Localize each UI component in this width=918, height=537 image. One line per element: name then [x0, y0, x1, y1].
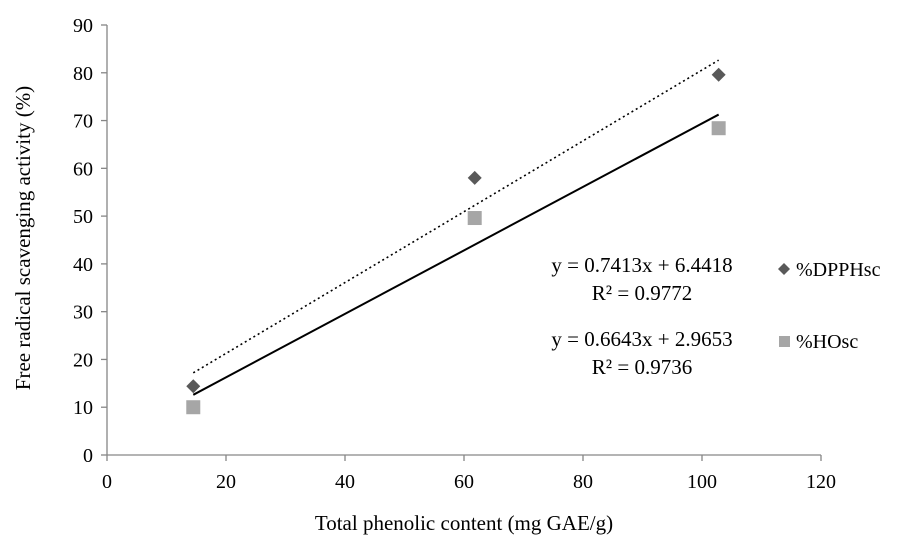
trendlines	[192, 59, 720, 396]
legend-label-hosc: %HOsc	[796, 331, 858, 353]
y-tick-label: 0	[83, 445, 93, 467]
x-axis-ticks: 0 20 40 60 80 100 120	[102, 455, 836, 493]
x-tick-label: 120	[806, 471, 836, 493]
dpph-point	[186, 379, 201, 394]
data-points	[186, 67, 726, 415]
hosc-trendline	[192, 113, 720, 396]
y-tick-label: 70	[73, 111, 93, 133]
hosc-equation: y = 0.6643x + 2.9653	[551, 327, 732, 351]
y-tick-label: 90	[73, 15, 93, 37]
y-tick-label: 60	[73, 158, 93, 180]
x-tick-label: 60	[454, 471, 474, 493]
dpph-point	[711, 67, 726, 82]
legend-marker-dpph	[778, 263, 790, 275]
dpph-trendline	[192, 59, 720, 374]
legend-marker-hosc	[779, 336, 790, 347]
y-tick-label: 50	[73, 206, 93, 228]
x-tick-label: 20	[216, 471, 236, 493]
x-tick-label: 80	[573, 471, 593, 493]
y-tick-label: 80	[73, 63, 93, 85]
x-tick-label: 100	[687, 471, 717, 493]
dpph-point	[467, 170, 482, 185]
y-axis-ticks: 0 10 20 30 40 50 60 70 80 90	[73, 15, 107, 467]
legend: %DPPHsc %HOsc	[778, 259, 881, 353]
hosc-point	[186, 400, 201, 415]
x-tick-label: 0	[102, 471, 112, 493]
hosc-r2: R² = 0.9736	[592, 355, 692, 379]
y-tick-label: 20	[73, 349, 93, 371]
y-tick-label: 30	[73, 302, 93, 324]
x-tick-label: 40	[335, 471, 355, 493]
hosc-point	[467, 211, 482, 226]
legend-label-dpph: %DPPHsc	[796, 259, 881, 281]
dpph-r2: R² = 0.9772	[592, 281, 692, 305]
axes	[106, 25, 821, 456]
hosc-point	[711, 121, 726, 136]
y-tick-label: 40	[73, 254, 93, 276]
y-axis-label: Free radical scavenging activity (%)	[11, 86, 35, 390]
y-tick-label: 10	[73, 397, 93, 419]
dpph-equation: y = 0.7413x + 6.4418	[551, 253, 732, 277]
x-axis-label: Total phenolic content (mg GAE/g)	[315, 511, 613, 535]
